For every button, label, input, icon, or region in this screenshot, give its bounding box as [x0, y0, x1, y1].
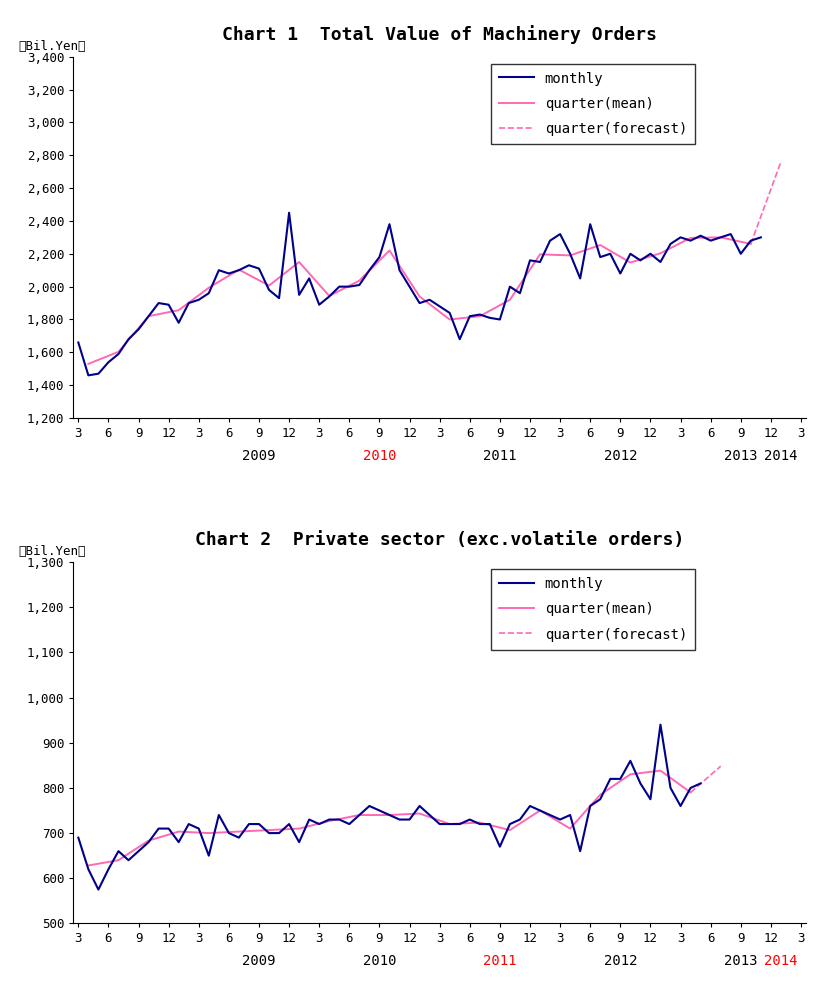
monthly: [615, 267, 625, 279]
monthly: [515, 813, 525, 825]
quarter(mean): [505, 294, 515, 306]
Text: （Bil.Yen）: （Bil.Yen）: [18, 545, 86, 558]
quarter(mean): [174, 825, 184, 837]
quarter(mean): [144, 835, 154, 847]
quarter(mean): [264, 824, 274, 836]
Line: quarter(forecast): quarter(forecast): [691, 767, 720, 792]
Text: （Bil.Yen）: （Bil.Yen）: [18, 40, 86, 53]
Line: quarter(mean): quarter(mean): [88, 237, 750, 363]
quarter(mean): [385, 809, 395, 821]
quarter(mean): [204, 827, 214, 839]
quarter(mean): [715, 231, 725, 243]
monthly: [696, 778, 706, 789]
Text: 2012: 2012: [603, 954, 637, 968]
monthly: [73, 832, 83, 844]
quarter(mean): [294, 256, 304, 268]
quarter(mean): [354, 275, 364, 287]
quarter(mean): [656, 247, 666, 259]
quarter(mean): [294, 822, 304, 834]
Line: monthly: monthly: [78, 213, 761, 375]
quarter(mean): [626, 769, 636, 780]
quarter(forecast): [686, 786, 696, 798]
quarter(mean): [234, 264, 243, 276]
quarter(mean): [114, 854, 124, 866]
monthly: [93, 884, 103, 896]
Text: 2010: 2010: [362, 954, 396, 968]
monthly: [484, 312, 494, 324]
Text: 2011: 2011: [483, 954, 517, 968]
quarter(mean): [686, 232, 696, 244]
Line: monthly: monthly: [78, 725, 701, 890]
Text: 2013: 2013: [724, 449, 758, 463]
Text: 2013: 2013: [724, 954, 758, 968]
quarter(mean): [595, 239, 605, 251]
quarter(mean): [745, 238, 755, 250]
Text: 2014: 2014: [765, 449, 798, 463]
quarter(mean): [535, 804, 545, 816]
quarter(mean): [415, 807, 425, 819]
quarter(mean): [234, 825, 243, 837]
quarter(mean): [686, 786, 696, 798]
quarter(mean): [505, 824, 515, 836]
Title: Chart 2  Private sector (exc.volatile orders): Chart 2 Private sector (exc.volatile ord…: [195, 531, 685, 549]
monthly: [284, 207, 294, 218]
quarter(mean): [83, 357, 93, 369]
Text: 2011: 2011: [483, 449, 517, 463]
quarter(mean): [415, 291, 425, 303]
monthly: [745, 234, 755, 246]
monthly: [656, 719, 666, 731]
quarter(forecast): [715, 761, 725, 773]
monthly: [214, 264, 224, 276]
quarter(mean): [324, 290, 334, 302]
monthly: [83, 369, 93, 381]
Text: 2012: 2012: [603, 449, 637, 463]
quarter(mean): [475, 310, 484, 322]
monthly: [134, 324, 144, 336]
Legend: monthly, quarter(mean), quarter(forecast): monthly, quarter(mean), quarter(forecast…: [490, 64, 696, 145]
monthly: [375, 804, 385, 816]
quarter(mean): [565, 822, 575, 834]
quarter(mean): [83, 860, 93, 872]
quarter(mean): [114, 346, 124, 357]
Line: quarter(mean): quarter(mean): [88, 771, 691, 866]
quarter(mean): [656, 765, 666, 777]
Text: 2009: 2009: [242, 954, 276, 968]
quarter(forecast): [745, 238, 755, 250]
monthly: [194, 294, 204, 306]
quarter(mean): [565, 249, 575, 261]
quarter(mean): [595, 788, 605, 800]
quarter(mean): [475, 816, 484, 828]
monthly: [73, 337, 83, 349]
monthly: [686, 781, 696, 793]
Line: quarter(forecast): quarter(forecast): [750, 162, 781, 244]
monthly: [395, 813, 405, 825]
Text: 2010: 2010: [362, 449, 396, 463]
quarter(mean): [535, 248, 545, 260]
Text: 2009: 2009: [242, 449, 276, 463]
monthly: [254, 818, 264, 830]
monthly: [274, 827, 284, 839]
quarter(mean): [264, 280, 274, 292]
quarter(mean): [324, 815, 334, 827]
monthly: [756, 231, 766, 243]
quarter(mean): [174, 304, 184, 316]
Title: Chart 1  Total Value of Machinery Orders: Chart 1 Total Value of Machinery Orders: [222, 25, 657, 44]
quarter(mean): [445, 818, 455, 830]
quarter(mean): [204, 282, 214, 294]
quarter(forecast): [776, 156, 786, 168]
quarter(mean): [626, 256, 636, 268]
quarter(mean): [144, 310, 154, 322]
quarter(mean): [445, 314, 455, 326]
Legend: monthly, quarter(mean), quarter(forecast): monthly, quarter(mean), quarter(forecast…: [490, 569, 696, 649]
quarter(mean): [354, 809, 364, 821]
quarter(mean): [385, 244, 395, 256]
Text: 2014: 2014: [765, 954, 798, 968]
